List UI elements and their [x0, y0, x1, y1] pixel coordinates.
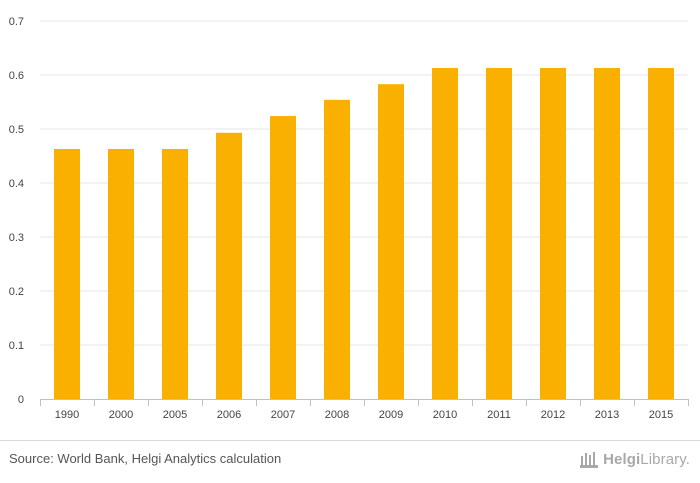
x-tick-label: 2005: [163, 409, 187, 421]
logo-wordmark-light: Library.: [640, 450, 690, 468]
bar[interactable]: [108, 148, 134, 399]
bar[interactable]: [594, 67, 620, 399]
logo-wordmark: HelgiLibrary.: [603, 451, 690, 468]
source-note: Source: World Bank, Helgi Analytics calc…: [9, 451, 282, 466]
bar[interactable]: [270, 116, 296, 399]
x-tick-label: 2008: [325, 409, 349, 421]
footer-divider: [0, 440, 700, 441]
x-tick-label: 2015: [649, 409, 673, 421]
x-tick-label: 2013: [595, 409, 619, 421]
y-tick-label: 0: [18, 394, 24, 406]
y-tick-label: 0.3: [9, 232, 24, 244]
bar[interactable]: [432, 67, 458, 399]
x-tick-label: 1990: [55, 409, 79, 421]
y-tick-label: 0.5: [9, 124, 24, 136]
bar[interactable]: [540, 67, 566, 399]
logo-wordmark-bold: Helgi: [603, 450, 641, 468]
y-tick-label: 0.2: [9, 286, 24, 298]
x-tick-label: 2000: [109, 409, 133, 421]
x-tick-label: 2012: [541, 409, 565, 421]
bar[interactable]: [54, 148, 80, 399]
bar-chart: 0 0.1 0.2 0.3 0.4 0.5 0.6 0.7 1990 2000 2005 2006 20…: [9, 16, 689, 421]
y-tick-label: 0.1: [9, 340, 24, 352]
bar[interactable]: [162, 148, 188, 399]
library-building-icon: [580, 452, 599, 468]
y-tick-label: 0.6: [9, 70, 24, 82]
bar[interactable]: [648, 67, 674, 399]
y-tick-label: 0.7: [9, 16, 24, 28]
x-tick-label: 2011: [487, 409, 511, 421]
helgi-library-logo[interactable]: HelgiLibrary.: [579, 448, 690, 470]
x-tick-label: 2006: [217, 409, 241, 421]
x-tick-label: 2009: [379, 409, 403, 421]
bar[interactable]: [216, 132, 242, 399]
x-tick-label: 2010: [433, 409, 457, 421]
x-tick-label: 2007: [271, 409, 295, 421]
y-tick-label: 0.4: [9, 178, 24, 190]
bar[interactable]: [324, 99, 350, 399]
bar[interactable]: [378, 84, 404, 400]
bar[interactable]: [486, 67, 512, 399]
